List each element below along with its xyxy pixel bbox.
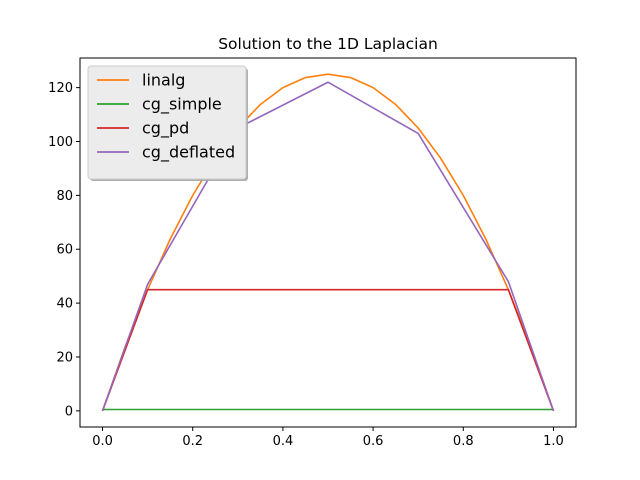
y-tick-label: 0 (65, 404, 73, 419)
chart-title: Solution to the 1D Laplacian (218, 35, 438, 53)
legend: linalg cg_simple cg_pd cg_deflated (87, 65, 248, 181)
y-axis: 0 20 40 60 80 100 120 (48, 81, 80, 419)
y-tick-label: 120 (48, 81, 73, 96)
legend-label-cg-simple: cg_simple (142, 95, 222, 115)
plot-frame (79, 57, 577, 428)
y-tick-label: 100 (48, 135, 73, 150)
series-line-cg-pd (101, 288, 555, 412)
x-tick-label: 0.2 (182, 434, 203, 449)
series-layer (101, 73, 555, 412)
x-axis: 0.0 0.2 0.4 0.6 0.8 1.0 (92, 427, 564, 449)
y-tick-label: 40 (56, 297, 73, 312)
x-tick-label: 1.0 (543, 434, 564, 449)
y-tick-label: 20 (56, 350, 73, 365)
x-tick-label: 0.8 (453, 434, 474, 449)
x-tick-label: 0.4 (273, 434, 294, 449)
y-tick-label: 60 (56, 243, 73, 258)
series-line-linalg (101, 73, 555, 412)
x-tick-label: 0.0 (92, 434, 113, 449)
legend-label-cg-pd: cg_pd (142, 119, 189, 139)
legend-box (87, 65, 247, 180)
x-tick-label: 0.6 (363, 434, 384, 449)
legend-label-linalg: linalg (142, 71, 185, 90)
y-tick-label: 80 (56, 189, 73, 204)
legend-label-cg-deflated: cg_deflated (142, 143, 235, 163)
series-line-cg-deflated (101, 81, 555, 412)
